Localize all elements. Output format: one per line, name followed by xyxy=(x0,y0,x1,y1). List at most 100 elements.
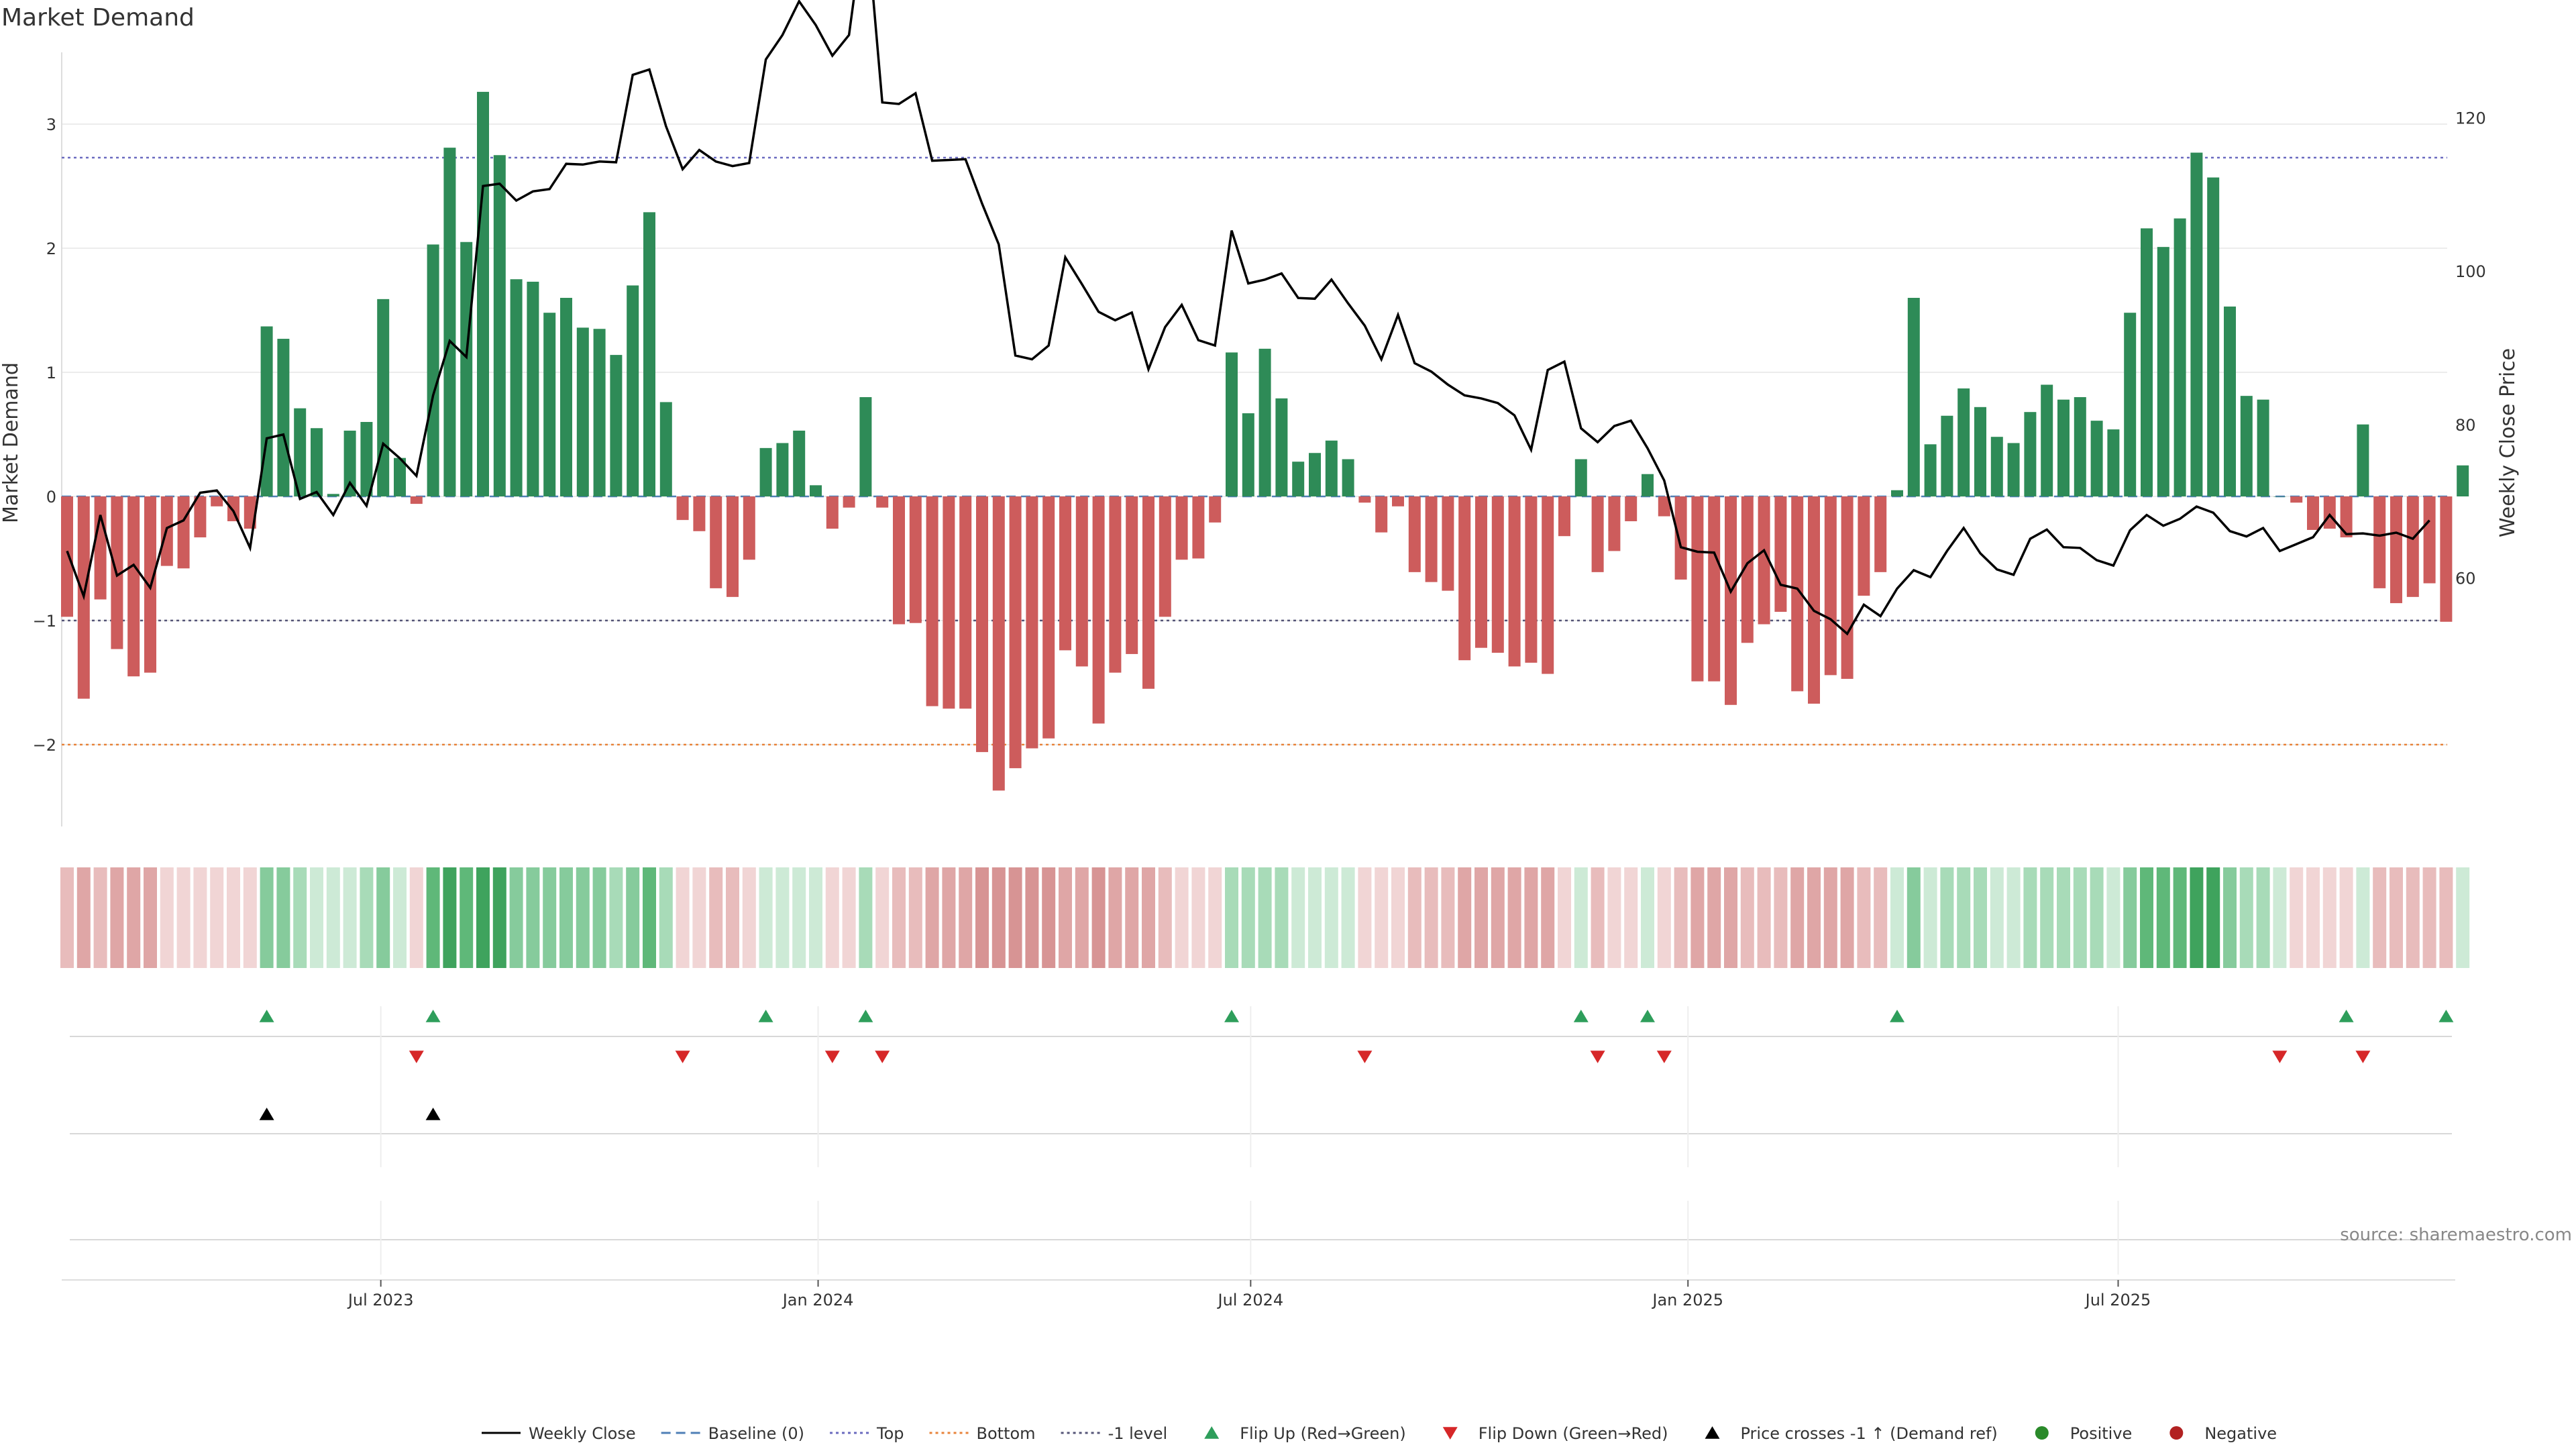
demand-bar xyxy=(2107,429,2120,496)
legend-item: Positive xyxy=(2035,1424,2133,1443)
heat-cell xyxy=(825,867,839,968)
legend-swatch xyxy=(1442,1427,1458,1440)
heat-cell xyxy=(1175,867,1189,968)
demand-bar xyxy=(2290,496,2303,503)
heat-cell xyxy=(526,867,540,968)
demand-bar xyxy=(1841,496,1854,679)
demand-bar xyxy=(859,397,872,496)
heat-cell xyxy=(2173,867,2187,968)
demand-bar xyxy=(2157,247,2169,496)
legend-item: Negative xyxy=(2169,1424,2277,1443)
y-axis-label: Market Demand xyxy=(0,362,23,523)
y-axis-ticks: −2 −1 0 1 2 3 xyxy=(33,115,56,755)
demand-bar xyxy=(1642,474,1654,496)
heat-cell xyxy=(559,867,573,968)
heat-cell xyxy=(2073,867,2087,968)
demand-bar xyxy=(527,281,539,496)
heat-cell xyxy=(1025,867,1039,968)
heat-cell xyxy=(326,867,340,968)
legend-label: Positive xyxy=(2070,1424,2133,1443)
demand-bar xyxy=(1691,496,1704,682)
demand-bar xyxy=(2273,496,2286,497)
heat-cell xyxy=(1707,867,1721,968)
heat-cell xyxy=(2456,867,2470,968)
flip-up-marker xyxy=(1573,1010,1589,1022)
demand-bar xyxy=(2440,496,2453,622)
demand-bar xyxy=(1542,496,1554,674)
demand-bar xyxy=(177,496,190,569)
heat-cell xyxy=(1375,867,1389,968)
demand-bar xyxy=(1608,496,1621,551)
heat-cell xyxy=(1890,867,1904,968)
legend-label: Baseline (0) xyxy=(708,1424,804,1443)
legend-label: Negative xyxy=(2204,1424,2277,1443)
demand-bar xyxy=(427,244,439,496)
demand-bar xyxy=(743,496,755,560)
demand-bar xyxy=(2057,399,2070,496)
demand-bar xyxy=(1774,496,1787,612)
heat-cell xyxy=(1358,867,1372,968)
demand-bar xyxy=(1175,496,1188,560)
heat-cell xyxy=(1324,867,1338,968)
flip-up-marker xyxy=(758,1010,773,1022)
demand-bar xyxy=(1059,496,1071,651)
heat-cell xyxy=(1541,867,1555,968)
heat-cell xyxy=(293,867,307,968)
flip-down-marker xyxy=(1656,1051,1672,1063)
heat-cell xyxy=(2023,867,2037,968)
heat-cell xyxy=(2190,867,2204,968)
heat-cell xyxy=(210,867,224,968)
demand-bar xyxy=(1192,496,1205,559)
demand-bar xyxy=(710,496,722,588)
flip-up-marker xyxy=(259,1010,274,1022)
legend-item: Flip Up (Red→Green) xyxy=(1204,1424,1406,1443)
demand-bar xyxy=(2340,496,2353,538)
demand-bar xyxy=(2390,496,2402,604)
legend-item: Price crosses -1 ↑ (Demand ref) xyxy=(1705,1424,1998,1443)
demand-bar xyxy=(1741,496,1754,643)
flip-up-marker xyxy=(1890,1010,1904,1022)
demand-bar xyxy=(943,496,955,709)
heat-cell xyxy=(742,867,756,968)
demand-bar xyxy=(2041,384,2053,496)
x-tick-label: Jul 2023 xyxy=(347,1291,414,1309)
demand-bar xyxy=(1375,496,1388,533)
demand-bar xyxy=(659,402,672,496)
weekly-close-line xyxy=(66,0,2430,636)
event-rows xyxy=(70,1006,2452,1275)
heat-cell xyxy=(93,867,107,968)
heat-cell xyxy=(875,867,890,968)
demand-bar xyxy=(477,91,489,496)
demand-bar xyxy=(1941,415,1953,496)
heat-cell xyxy=(1823,867,1837,968)
heat-cell xyxy=(543,867,557,968)
demand-bar xyxy=(2457,465,2469,496)
heat-cell xyxy=(2106,867,2121,968)
heat-cell xyxy=(393,867,407,968)
heat-cell xyxy=(942,867,956,968)
flip-up-markers xyxy=(259,1010,2454,1022)
heat-cell xyxy=(144,867,157,968)
heat-cell xyxy=(310,867,323,968)
legend-item: Top xyxy=(830,1424,904,1443)
demand-bar xyxy=(1275,398,1288,496)
heat-cell xyxy=(626,867,640,968)
flip-down-marker xyxy=(409,1051,424,1063)
demand-bar xyxy=(1708,496,1721,682)
demand-bar xyxy=(1209,496,1222,523)
chart-title: Market Demand xyxy=(1,4,195,32)
heat-cell xyxy=(925,867,939,968)
heat-cell xyxy=(609,867,623,968)
legend-label: Weekly Close xyxy=(529,1424,636,1443)
heat-cell xyxy=(1674,867,1688,968)
gridlines xyxy=(61,52,2447,826)
demand-bar xyxy=(1625,496,1638,521)
heat-cell xyxy=(1491,867,1505,968)
y2-axis-label: Weekly Close Price xyxy=(2496,348,2520,537)
heat-cell xyxy=(1091,867,1106,968)
demand-bar xyxy=(727,496,739,597)
heat-cell xyxy=(227,867,240,968)
legend-item: -1 level xyxy=(1061,1424,1167,1443)
heat-cell xyxy=(1341,867,1355,968)
